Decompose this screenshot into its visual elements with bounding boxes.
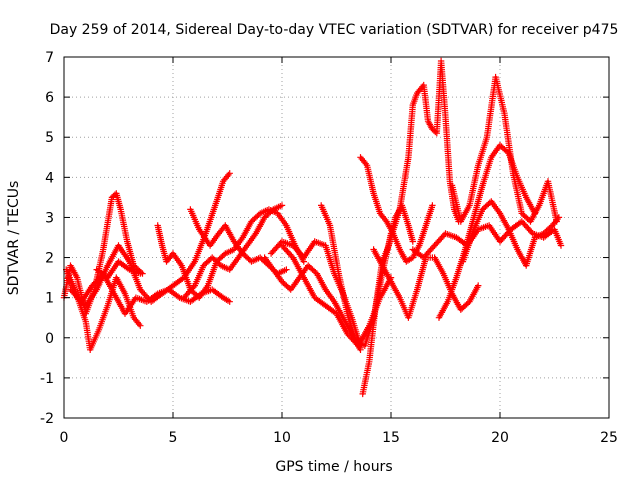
- series-sat-t: [459, 198, 563, 269]
- x-axis-label: GPS time / hours: [275, 459, 392, 475]
- x-tick-label: 25: [600, 430, 618, 446]
- x-tick-label: 10: [273, 430, 291, 446]
- x-tick-labels: 0 5 10 15 20 25: [60, 430, 618, 446]
- series-markers: [359, 202, 416, 398]
- y-tick-label: 4: [45, 170, 54, 186]
- x-tick-label: 20: [491, 430, 509, 446]
- x-tick-label: 0: [60, 430, 69, 446]
- series-sat-p: [387, 57, 462, 241]
- series-sat-f: [154, 206, 307, 301]
- y-tick-label: 6: [45, 90, 54, 106]
- series-markers: [387, 57, 462, 241]
- y-tick-label: -1: [40, 371, 54, 387]
- y-tick-labels: -2 -1 0 1 2 3 4 5 6 7: [40, 50, 54, 427]
- x-tick-label: 5: [169, 430, 178, 446]
- y-tick-label: 0: [45, 331, 54, 347]
- series-sat-m: [359, 202, 416, 398]
- y-tick-label: 7: [45, 50, 54, 66]
- y-tick-label: 2: [45, 251, 54, 267]
- x-tick-label: 15: [382, 430, 400, 446]
- series-sat-g: [180, 202, 286, 301]
- y-tick-label: 1: [45, 291, 54, 307]
- grid: [64, 57, 609, 418]
- series-markers: [448, 73, 560, 225]
- series-sat-s: [448, 73, 560, 225]
- y-tick-label: 3: [45, 210, 54, 226]
- series-markers: [459, 198, 563, 269]
- y-axis-label: SDTVAR / TECUs: [6, 181, 22, 296]
- axis-ticks: [63, 56, 610, 419]
- plot-frame: [63, 56, 610, 419]
- series-sat-n: [357, 154, 436, 265]
- y-tick-label: 5: [45, 130, 54, 146]
- series-markers: [93, 258, 144, 281]
- series-markers: [180, 202, 286, 301]
- series-markers: [357, 154, 436, 265]
- chart-title: Day 259 of 2014, Sidereal Day-to-day VTE…: [50, 22, 619, 38]
- data-points: [60, 57, 565, 398]
- y-tick-label: -2: [40, 411, 54, 427]
- series-sat-e: [93, 258, 144, 281]
- series-markers: [154, 206, 307, 301]
